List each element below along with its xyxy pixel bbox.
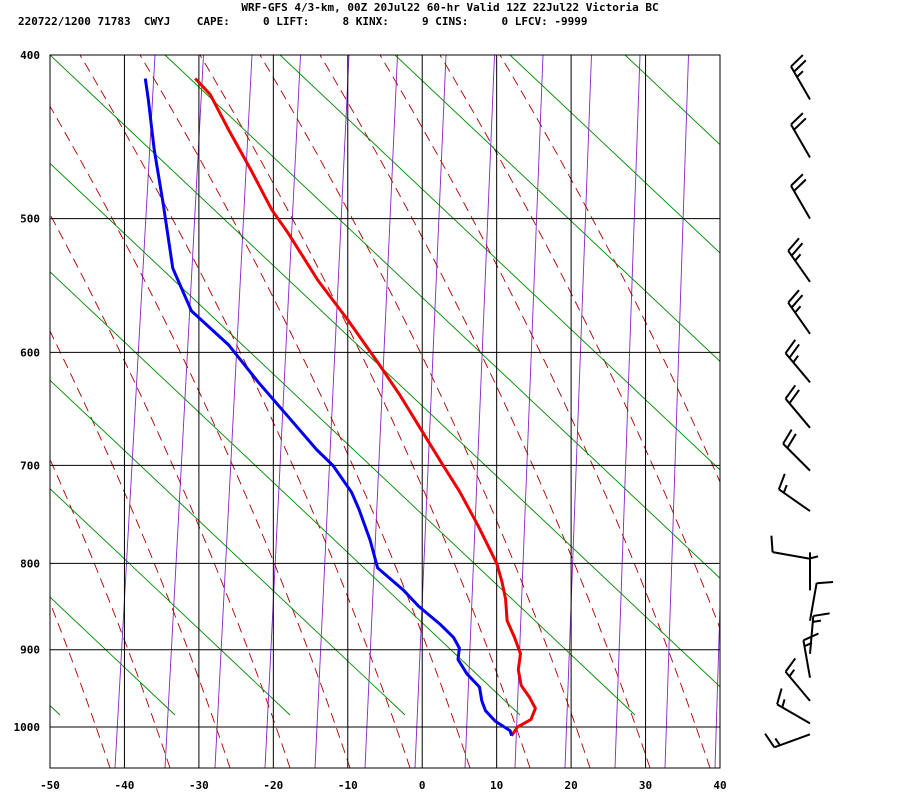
- mixing-ratio-line: [164, 55, 204, 768]
- wind-barb: [764, 733, 811, 749]
- dry-adiabat-line: [199, 55, 531, 768]
- dry-adiabat-line: [50, 766, 51, 768]
- wind-barb: [787, 289, 811, 335]
- plot-border: [49, 54, 721, 769]
- wind-barb: [784, 339, 811, 383]
- moist-adiabat-line: [50, 596, 176, 716]
- thermo-background-lines: [50, 55, 900, 768]
- moist-adiabat-line: [164, 55, 720, 579]
- moist-adiabat-line: [50, 488, 291, 716]
- wind-barb: [782, 429, 811, 472]
- y-tick-labels: 400 500 600 700 800 900 1000: [14, 49, 41, 734]
- y-tick-label: 400: [20, 49, 40, 62]
- x-tick-label: -10: [338, 779, 358, 792]
- mixing-ratio-line: [114, 55, 156, 768]
- moist-adiabat-line: [50, 704, 61, 716]
- wind-barb: [790, 112, 811, 159]
- wind-barb: [787, 237, 811, 283]
- wind-barb: [776, 688, 811, 725]
- y-tick-label: 900: [20, 644, 40, 657]
- wind-barb: [809, 612, 830, 654]
- plot-frame: [49, 54, 721, 769]
- dry-adiabat-line: [379, 55, 711, 768]
- x-tick-label: 20: [564, 779, 577, 792]
- x-tick-label: -20: [263, 779, 283, 792]
- wind-barb: [784, 384, 811, 429]
- moist-adiabat-line: [279, 55, 720, 471]
- mixing-ratio-line: [664, 55, 689, 768]
- chart-title: WRF-GFS 4/3-km, 00Z 20Jul22 60-hr Valid …: [241, 1, 659, 14]
- y-tick-label: 700: [20, 459, 40, 472]
- moist-adiabat-line: [394, 55, 720, 363]
- mixing-ratio-line: [614, 55, 641, 768]
- dry-adiabat-line: [50, 105, 351, 768]
- y-tick-label: 600: [20, 346, 40, 359]
- sounding-stats: 220722/1200 71783 CWYJ CAPE: 0 LIFT: 8 K…: [18, 15, 588, 28]
- moist-adiabat-line: [624, 55, 720, 146]
- wind-barb: [770, 535, 811, 560]
- mixing-ratio-line: [765, 55, 786, 768]
- mixing-ratio-line: [564, 55, 592, 768]
- x-tick-label: 30: [639, 779, 652, 792]
- moist-adiabat-line: [50, 162, 636, 716]
- x-tick-label: -40: [115, 779, 135, 792]
- y-tick-label: 800: [20, 557, 40, 570]
- y-tick-label: 1000: [14, 721, 41, 734]
- dry-adiabat-line: [439, 55, 720, 630]
- mixing-ratio-line: [464, 55, 495, 768]
- profile-lines: [143, 77, 537, 737]
- dry-adiabat-line: [259, 55, 591, 768]
- dry-adiabat-line: [319, 55, 651, 768]
- dry-adiabat-line: [50, 213, 291, 768]
- dry-adiabat-line: [499, 55, 720, 484]
- dewpoint-profile-line: [143, 78, 514, 737]
- x-tick-label: 40: [713, 779, 726, 792]
- mixing-ratio-line: [214, 55, 253, 768]
- wind-barb: [809, 581, 834, 621]
- mixing-ratio-line: [364, 55, 398, 768]
- dry-adiabat-line: [79, 55, 411, 768]
- dry-adiabat-line: [50, 458, 171, 768]
- mixing-ratio-line: [314, 55, 350, 768]
- moist-adiabat-line: [509, 55, 720, 254]
- moist-adiabat-line: [50, 55, 720, 688]
- temperature-profile-line: [194, 77, 537, 737]
- y-tick-label: 500: [20, 213, 40, 226]
- wind-barb: [790, 54, 811, 100]
- mixing-ratio-line: [414, 55, 447, 768]
- wind-barb: [777, 473, 811, 512]
- dry-adiabat-line: [50, 601, 111, 768]
- x-tick-label: -30: [189, 779, 209, 792]
- x-tick-label: 10: [490, 779, 503, 792]
- x-tick-labels: -50 -40 -30 -20 -10 0 10 20 30 40: [40, 779, 727, 792]
- moist-adiabat-line: [855, 55, 900, 715]
- dry-adiabat-line: [50, 330, 231, 768]
- x-tick-label: 0: [419, 779, 426, 792]
- x-tick-label: -50: [40, 779, 60, 792]
- moist-adiabat-line: [50, 379, 406, 716]
- wind-barb: [784, 657, 811, 702]
- moist-adiabat-line: [740, 55, 900, 715]
- wind-barbs: [764, 54, 834, 749]
- moist-adiabat-line: [50, 271, 521, 716]
- wind-barb: [790, 173, 811, 220]
- grid: [49, 54, 721, 768]
- dry-adiabat-line: [139, 55, 471, 768]
- mixing-ratio-line: [714, 591, 720, 768]
